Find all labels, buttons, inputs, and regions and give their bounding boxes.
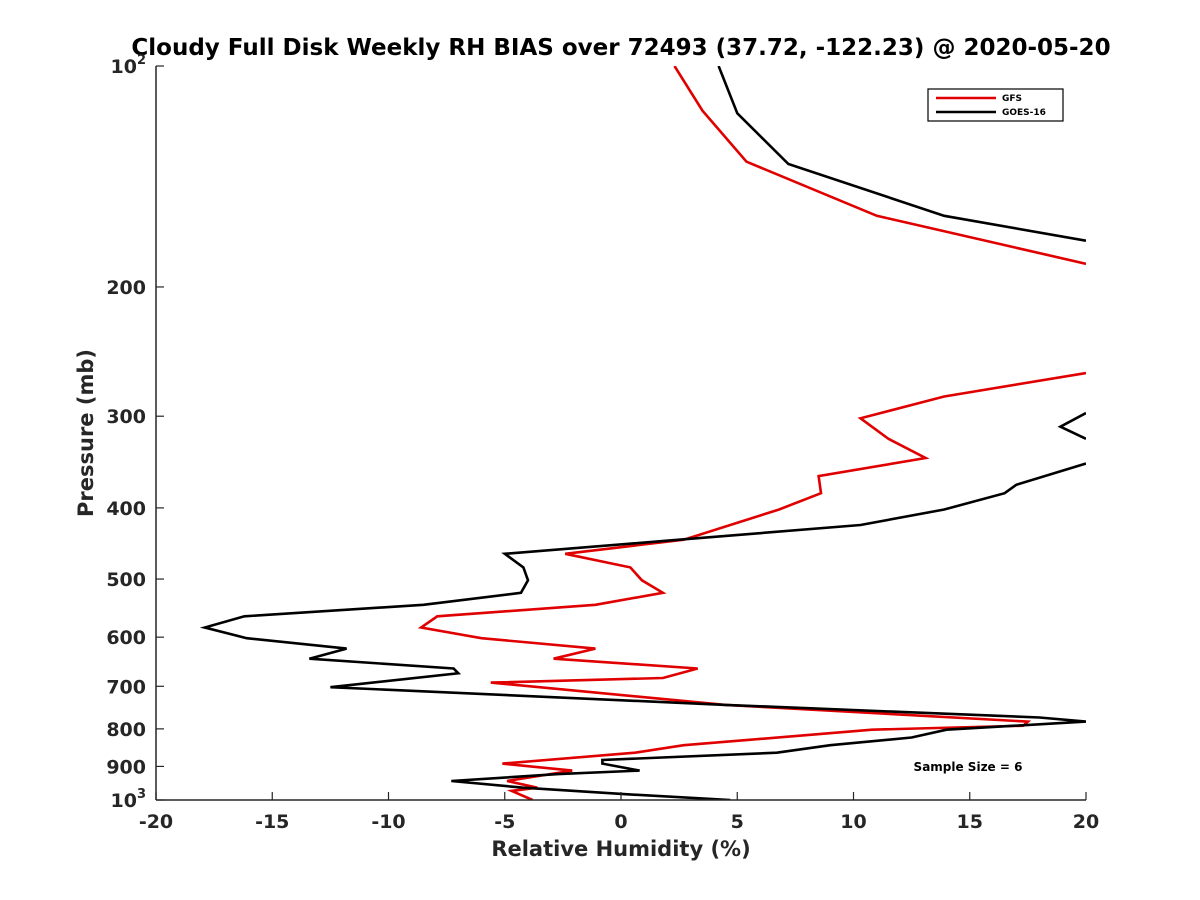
legend-label: GFS <box>1002 94 1022 104</box>
series-line-gfs-2 <box>417 371 1086 800</box>
y-tick-label: 800 <box>106 719 146 741</box>
x-tick-label: 5 <box>731 811 744 833</box>
y-tick-label: 700 <box>106 676 146 698</box>
chart-title: Cloudy Full Disk Weekly RH BIAS over 724… <box>131 35 1110 61</box>
y-tick-label: 500 <box>106 569 146 591</box>
x-tick-label: 20 <box>1073 811 1099 833</box>
y-axis-ticks: 102 200 300 400 500 600 700 800 900 103 <box>106 53 164 812</box>
y-tick-label: 200 <box>106 277 146 299</box>
x-tick-label: 0 <box>614 811 627 833</box>
x-tick-label: -10 <box>371 811 405 833</box>
legend: GFS GOES-16 <box>927 88 1064 122</box>
series-line-goes-16-3 <box>199 462 1086 800</box>
x-tick-label: -15 <box>255 811 289 833</box>
y-tick-label: 600 <box>106 627 146 649</box>
y-tick-label: 103 <box>111 787 147 812</box>
x-axis-ticks: -20 -15 -10 -5 0 5 10 15 20 <box>139 792 1099 833</box>
x-axis-label: Relative Humidity (%) <box>491 837 750 861</box>
x-tick-label: 10 <box>840 811 866 833</box>
y-tick-label: 400 <box>106 498 146 520</box>
sample-size-annotation: Sample Size = 6 <box>914 760 1023 774</box>
legend-box <box>927 88 1064 122</box>
x-tick-label: -5 <box>494 811 515 833</box>
series-line-goes-16-1 <box>717 66 1086 242</box>
series-line-gfs-1 <box>673 66 1086 266</box>
x-tick-label: 15 <box>957 811 983 833</box>
legend-label: GOES-16 <box>1002 108 1046 118</box>
y-tick-label: 102 <box>111 53 147 78</box>
y-axis-label: Pressure (mb) <box>74 349 98 517</box>
y-tick-label: 900 <box>106 756 146 778</box>
plot-area <box>199 66 1086 800</box>
x-tick-label: -20 <box>139 811 173 833</box>
series-line-goes-16-2 <box>1057 411 1086 440</box>
y-tick-label: 300 <box>106 406 146 428</box>
